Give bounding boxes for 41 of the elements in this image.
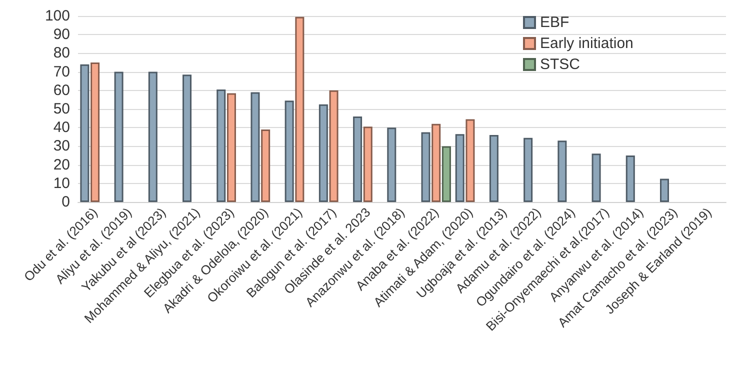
bar bbox=[466, 119, 475, 202]
legend-label: EBF bbox=[540, 14, 570, 31]
bar bbox=[250, 92, 260, 202]
y-tick-label: 30 bbox=[53, 138, 70, 155]
y-tick-label: 100 bbox=[44, 8, 70, 24]
bar bbox=[558, 140, 567, 202]
y-tick-label: 40 bbox=[53, 119, 70, 136]
bar bbox=[353, 116, 362, 202]
y-tick-label: 50 bbox=[53, 100, 70, 118]
bar bbox=[148, 72, 158, 202]
bar bbox=[387, 128, 396, 202]
legend-label: STSC bbox=[540, 56, 580, 73]
bar bbox=[592, 154, 601, 202]
bar bbox=[114, 72, 124, 202]
bar bbox=[442, 146, 451, 202]
bar bbox=[489, 135, 498, 202]
bar bbox=[295, 16, 304, 202]
y-tick-label: 20 bbox=[53, 156, 70, 174]
bar bbox=[421, 132, 430, 202]
y-tick-label: 90 bbox=[53, 26, 70, 44]
y-tick-label: 60 bbox=[53, 82, 70, 99]
legend-label: Early initiation bbox=[540, 35, 634, 52]
bar bbox=[284, 100, 294, 202]
y-tick-label: 0 bbox=[62, 194, 70, 210]
bar bbox=[226, 93, 236, 202]
bar bbox=[216, 89, 226, 202]
bar bbox=[329, 90, 338, 202]
bar bbox=[90, 62, 100, 202]
bar bbox=[432, 124, 441, 202]
bar bbox=[261, 129, 270, 202]
y-tick-label: 70 bbox=[53, 63, 70, 80]
bar bbox=[455, 134, 464, 202]
bar bbox=[363, 126, 372, 202]
bar bbox=[660, 178, 669, 202]
bar bbox=[80, 64, 90, 202]
bar bbox=[318, 104, 328, 202]
y-tick-label: 80 bbox=[53, 44, 70, 62]
bar bbox=[182, 74, 192, 202]
bar bbox=[626, 156, 635, 202]
bar bbox=[524, 138, 533, 202]
y-tick-label: 10 bbox=[53, 174, 70, 192]
